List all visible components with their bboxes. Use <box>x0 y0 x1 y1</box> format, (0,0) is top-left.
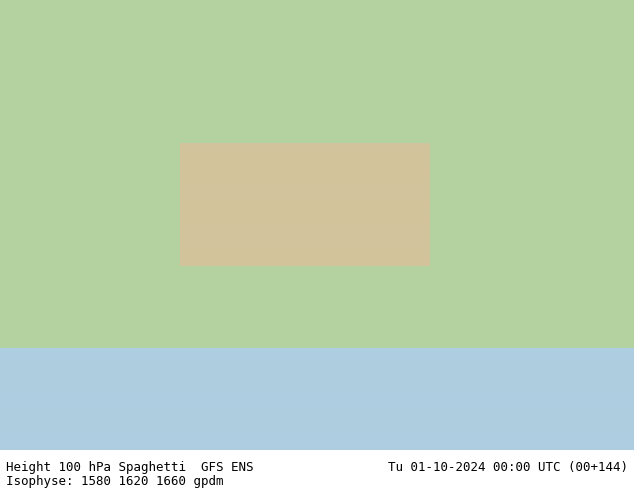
Text: Isophyse: 1580 1620 1660 gpdm: Isophyse: 1580 1620 1660 gpdm <box>6 475 224 488</box>
Text: Height 100 hPa Spaghetti  GFS ENS: Height 100 hPa Spaghetti GFS ENS <box>6 461 254 474</box>
Text: Tu 01-10-2024 00:00 UTC (00+144): Tu 01-10-2024 00:00 UTC (00+144) <box>387 461 628 474</box>
